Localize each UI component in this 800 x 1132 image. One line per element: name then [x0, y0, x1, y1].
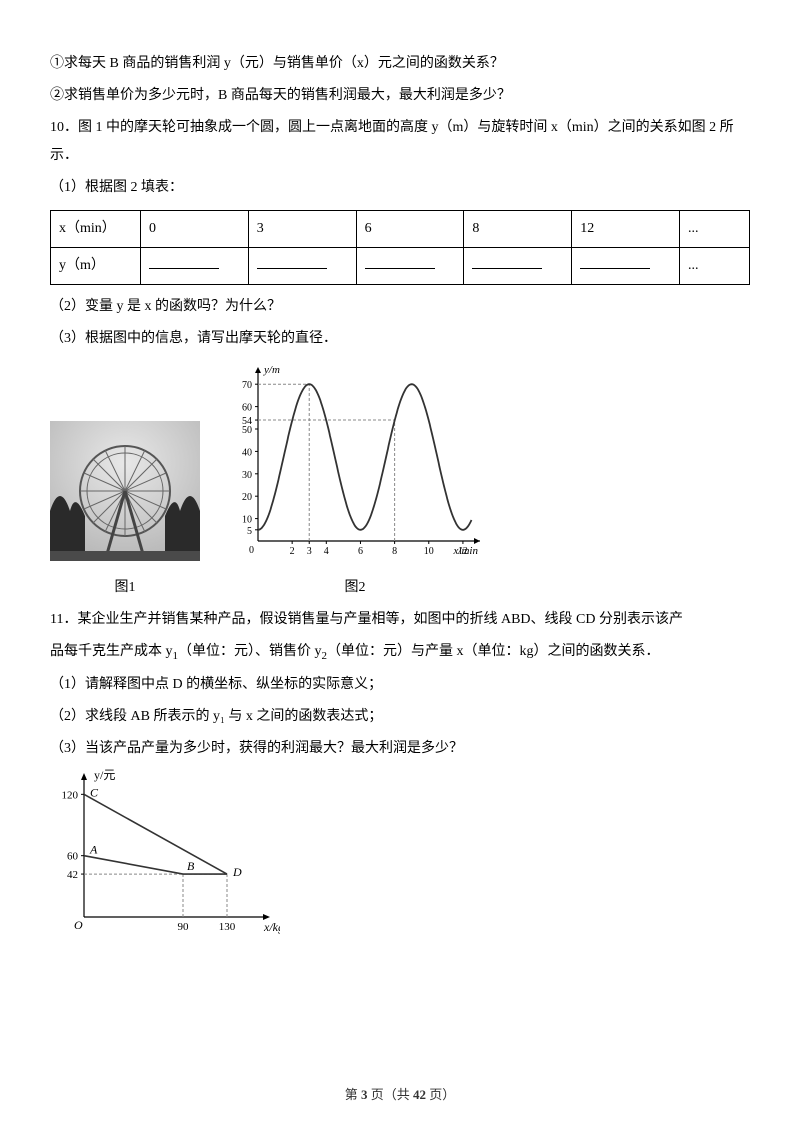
- svg-text:130: 130: [219, 921, 236, 933]
- table-head-6: ...: [680, 211, 750, 248]
- q11-intro-b-3: （单位：元）与产量 x（单位：kg）之间的函数关系．: [327, 644, 660, 659]
- svg-text:5: 5: [247, 526, 252, 537]
- svg-text:y/m: y/m: [263, 364, 280, 376]
- page-footer: 第 3 页（共 42 页）: [0, 1082, 800, 1108]
- q11-p1: （1）请解释图中点 D 的横坐标、纵坐标的实际意义；: [50, 671, 750, 699]
- q11-intro-b: 品每千克生产成本 y1（单位：元）、销售价 y2（单位：元）与产量 x（单位：k…: [50, 638, 750, 667]
- footer-prefix: 第: [345, 1087, 361, 1102]
- table-head-0: x（min）: [51, 211, 141, 248]
- svg-text:54: 54: [242, 416, 252, 427]
- table-head-3: 6: [356, 211, 464, 248]
- q9-part1: ①求每天 B 商品的销售利润 y（元）与销售单价（x）元之间的函数关系？: [50, 50, 750, 78]
- svg-text:B: B: [187, 859, 195, 873]
- table-blank-4[interactable]: [464, 248, 572, 285]
- q10-table: x（min） 0 3 6 8 12 ... y（m） ...: [50, 210, 750, 285]
- svg-text:42: 42: [67, 869, 78, 881]
- svg-text:70: 70: [242, 380, 252, 391]
- q10-p2: （2）变量 y 是 x 的函数吗？为什么？: [50, 293, 750, 321]
- svg-text:C: C: [90, 785, 99, 799]
- svg-text:90: 90: [178, 921, 190, 933]
- q10-figures: 图1 510203040505460700234681012y/mx/min 图…: [50, 361, 750, 602]
- ferris-wheel-icon: [50, 421, 200, 561]
- footer-total: 42: [413, 1087, 426, 1102]
- table-blank-2[interactable]: [248, 248, 356, 285]
- table-blank-1[interactable]: [141, 248, 249, 285]
- table-head-5: 12: [572, 211, 680, 248]
- q11-intro-b-2: （单位：元）、销售价 y: [178, 644, 322, 659]
- q11-chart: y/元 x/kg O 42 60 120 90 130 C A B D: [50, 767, 280, 937]
- table-blank-3[interactable]: [356, 248, 464, 285]
- svg-text:O: O: [74, 918, 83, 932]
- svg-text:8: 8: [392, 546, 397, 557]
- table-head-4: 8: [464, 211, 572, 248]
- fig2-caption: 图2: [220, 574, 490, 602]
- q10-p1: （1）根据图 2 填表：: [50, 174, 750, 202]
- svg-text:6: 6: [358, 546, 363, 557]
- footer-mid: 页（共: [367, 1087, 413, 1102]
- svg-text:10: 10: [242, 515, 252, 526]
- svg-text:y/元: y/元: [94, 768, 115, 782]
- svg-text:D: D: [232, 865, 242, 879]
- table-head-1: 0: [141, 211, 249, 248]
- svg-text:60: 60: [67, 850, 79, 862]
- svg-text:30: 30: [242, 470, 252, 481]
- fig1-caption: 图1: [50, 574, 200, 602]
- q10-intro: 10．图 1 中的摩天轮可抽象成一个圆，圆上一点离地面的高度 y（m）与旋转时间…: [50, 114, 750, 170]
- table-row2-label: y（m）: [51, 248, 141, 285]
- table-head-2: 3: [248, 211, 356, 248]
- table-row2-tail: ...: [680, 248, 750, 285]
- svg-text:10: 10: [424, 546, 434, 557]
- svg-text:60: 60: [242, 403, 252, 414]
- q11-intro-a: 11．某企业生产并销售某种产品，假设销售量与产量相等，如图中的折线 ABD、线段…: [50, 606, 750, 634]
- svg-text:x/kg: x/kg: [263, 920, 280, 934]
- q10-p3: （3）根据图中的信息，请写出摩天轮的直径．: [50, 325, 750, 353]
- svg-text:120: 120: [62, 789, 79, 801]
- q11-p3: （3）当该产品产量为多少时，获得的利润最大？最大利润是多少？: [50, 735, 750, 763]
- q11-p2: （2）求线段 AB 所表示的 y₁ 与 x 之间的函数表达式；: [50, 703, 750, 731]
- q11-intro-b-1: 品每千克生产成本 y: [50, 644, 173, 659]
- svg-text:4: 4: [324, 546, 329, 557]
- svg-text:A: A: [89, 842, 98, 856]
- table-blank-5[interactable]: [572, 248, 680, 285]
- svg-text:x/min: x/min: [453, 545, 479, 557]
- footer-suffix: 页）: [426, 1087, 455, 1102]
- q9-part2: ②求销售单价为多少元时，B 商品每天的销售利润最大，最大利润是多少？: [50, 82, 750, 110]
- svg-text:20: 20: [242, 492, 252, 503]
- q10-chart: 510203040505460700234681012y/mx/min: [220, 361, 490, 561]
- svg-text:40: 40: [242, 447, 252, 458]
- svg-text:2: 2: [290, 546, 295, 557]
- svg-text:0: 0: [249, 545, 254, 556]
- svg-text:3: 3: [307, 546, 312, 557]
